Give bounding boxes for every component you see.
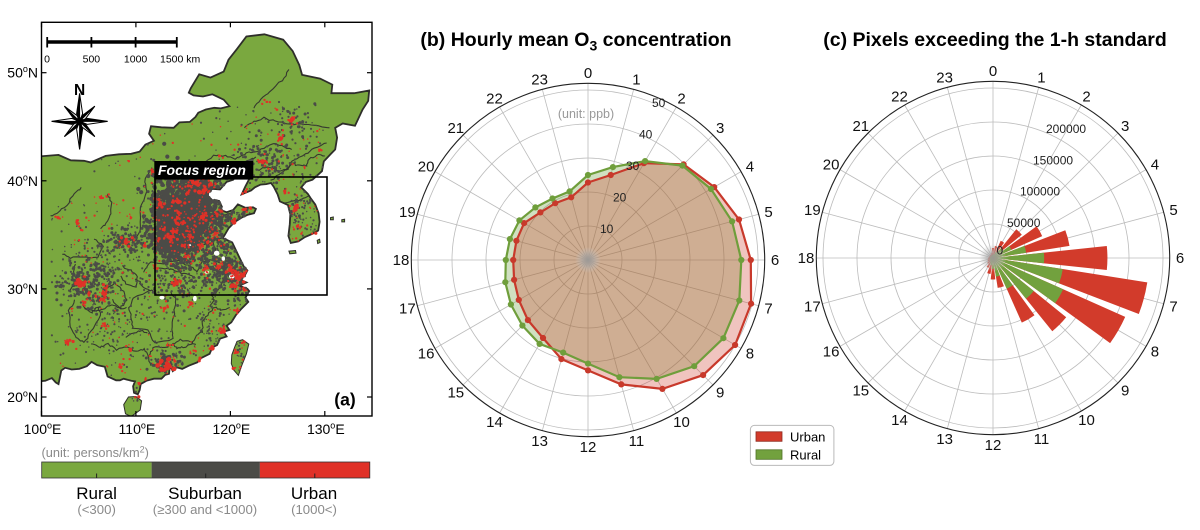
svg-text:8: 8 [1151,344,1159,361]
svg-text:11: 11 [1034,431,1050,448]
svg-text:4: 4 [1151,157,1159,174]
svg-text:9: 9 [716,384,724,401]
svg-text:21: 21 [852,118,869,135]
svg-text:150000: 150000 [1033,153,1073,167]
svg-text:21: 21 [447,120,464,137]
svg-text:500: 500 [83,54,101,66]
svg-text:22: 22 [486,90,503,107]
svg-text:Rural: Rural [76,484,117,503]
svg-text:(b) Hourly mean O3 concentrati: (b) Hourly mean O3 concentration [420,29,731,54]
svg-text:20: 20 [823,157,840,174]
svg-text:19: 19 [399,204,416,221]
svg-text:20: 20 [418,159,435,176]
svg-text:Urban: Urban [790,430,825,445]
svg-text:17: 17 [804,299,821,316]
svg-text:16: 16 [418,346,435,363]
svg-text:23: 23 [531,72,548,89]
svg-text:130oE: 130oE [307,421,345,438]
svg-text:Rural: Rural [790,448,821,463]
svg-text:1: 1 [1037,70,1045,87]
svg-text:2: 2 [1082,88,1090,105]
svg-text:50000: 50000 [1007,216,1041,230]
svg-text:18: 18 [393,252,410,269]
svg-text:0: 0 [44,54,50,66]
svg-text:100oE: 100oE [24,421,62,438]
svg-text:100000: 100000 [1020,185,1060,199]
svg-text:10: 10 [600,222,614,236]
svg-text:17: 17 [399,301,416,318]
svg-text:3: 3 [1121,118,1129,135]
svg-text:2: 2 [677,90,685,107]
svg-text:50: 50 [652,96,666,110]
svg-text:4: 4 [746,159,754,176]
svg-text:7: 7 [764,301,772,318]
svg-text:10: 10 [1078,412,1095,429]
svg-text:20: 20 [613,190,627,204]
svg-text:30oN: 30oN [7,280,38,297]
svg-text:(c) Pixels exceeding the 1-h s: (c) Pixels exceeding the 1-h standard [823,29,1167,51]
svg-text:6: 6 [771,252,779,269]
svg-text:(unit: ppb): (unit: ppb) [558,107,614,121]
svg-text:19: 19 [804,202,821,219]
svg-text:50oN: 50oN [7,64,38,81]
svg-text:15: 15 [852,382,869,399]
svg-text:(≥300 and <1000): (≥300 and <1000) [153,502,257,517]
svg-text:Suburban: Suburban [168,484,242,503]
svg-text:1000: 1000 [124,54,148,66]
svg-text:110oE: 110oE [119,421,156,438]
svg-text:12: 12 [580,439,597,456]
svg-text:(unit: persons/km2): (unit: persons/km2) [42,445,149,461]
svg-text:5: 5 [1169,202,1177,219]
svg-text:16: 16 [823,344,840,361]
svg-text:120oE: 120oE [213,421,251,438]
svg-text:20oN: 20oN [7,389,38,406]
svg-text:6: 6 [1176,250,1184,267]
svg-text:13: 13 [936,431,953,448]
svg-text:23: 23 [936,70,953,87]
svg-text:1500 km: 1500 km [160,54,201,66]
svg-text:0: 0 [997,244,1004,258]
svg-text:5: 5 [764,204,772,221]
svg-text:14: 14 [891,412,908,429]
svg-text:14: 14 [486,414,503,431]
svg-text:40: 40 [639,128,653,142]
svg-text:22: 22 [891,88,908,105]
svg-text:Focus region: Focus region [158,162,246,178]
svg-text:Urban: Urban [291,484,337,503]
svg-text:(a): (a) [334,390,355,410]
svg-text:11: 11 [629,433,645,450]
svg-text:10: 10 [673,414,690,431]
svg-text:12: 12 [985,437,1002,454]
svg-text:13: 13 [531,433,548,450]
svg-text:200000: 200000 [1046,122,1086,136]
svg-text:N: N [74,82,85,99]
svg-text:18: 18 [798,250,815,267]
svg-text:8: 8 [746,346,754,363]
svg-text:9: 9 [1121,382,1129,399]
svg-text:7: 7 [1169,299,1177,316]
svg-text:30: 30 [626,159,640,173]
svg-text:3: 3 [716,120,724,137]
svg-text:40oN: 40oN [7,172,38,189]
svg-text:0: 0 [584,65,592,82]
svg-text:15: 15 [447,384,464,401]
svg-text:(<300): (<300) [77,502,116,517]
svg-text:0: 0 [989,63,997,80]
svg-text:1: 1 [632,72,640,89]
svg-text:(1000<): (1000<) [291,502,337,517]
